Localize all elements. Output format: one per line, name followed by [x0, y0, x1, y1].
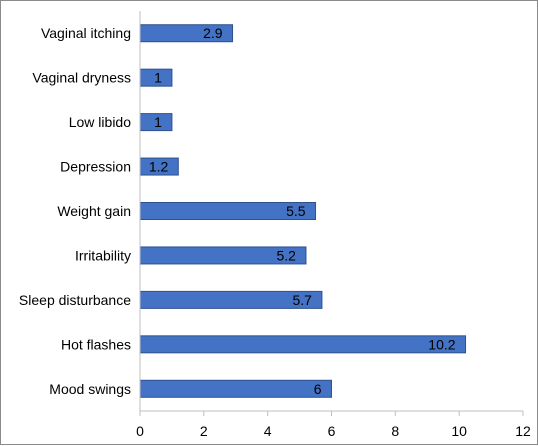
x-tick-label-10: 10 [451, 423, 467, 439]
category-labels-layer: Vaginal itching Vaginal dryness Low libido… [19, 25, 131, 397]
category-label-sleep-disturbance: Sleep disturbance [19, 292, 131, 308]
category-label-vaginal-itching: Vaginal itching [41, 25, 131, 41]
data-label-depression: 1.2 [149, 159, 169, 175]
x-tick-label-12: 12 [515, 423, 531, 439]
category-label-weight-gain: Weight gain [57, 203, 131, 219]
category-label-low-libido: Low libido [69, 114, 131, 130]
category-label-depression: Depression [60, 159, 131, 175]
x-tick-label-2: 2 [200, 423, 208, 439]
category-label-mood-swings: Mood swings [49, 381, 131, 397]
x-tick-label-0: 0 [136, 423, 144, 439]
data-label-irritability: 5.2 [276, 247, 296, 263]
bar-hot-flashes [139, 335, 467, 354]
data-label-hot-flashes: 10.2 [428, 336, 455, 352]
bars-layer: 2.9 1 1 1.2 5.5 5.2 5.7 10.2 6 [139, 24, 467, 398]
category-label-vaginal-dryness: Vaginal dryness [32, 70, 131, 86]
data-label-vaginal-dryness: 1 [154, 70, 162, 86]
data-label-mood-swings: 6 [314, 381, 322, 397]
data-label-weight-gain: 5.5 [286, 203, 306, 219]
data-label-low-libido: 1 [154, 114, 162, 130]
x-tick-label-8: 8 [391, 423, 399, 439]
category-label-hot-flashes: Hot flashes [61, 336, 131, 352]
bar-mood-swings [139, 379, 332, 398]
category-label-irritability: Irritability [75, 247, 131, 263]
x-axis: 0 2 4 6 8 10 12 [136, 11, 531, 439]
x-tick-label-4: 4 [264, 423, 272, 439]
x-tick-label-6: 6 [328, 423, 336, 439]
data-label-vaginal-itching: 2.9 [203, 25, 223, 41]
data-label-sleep-disturbance: 5.7 [292, 292, 312, 308]
